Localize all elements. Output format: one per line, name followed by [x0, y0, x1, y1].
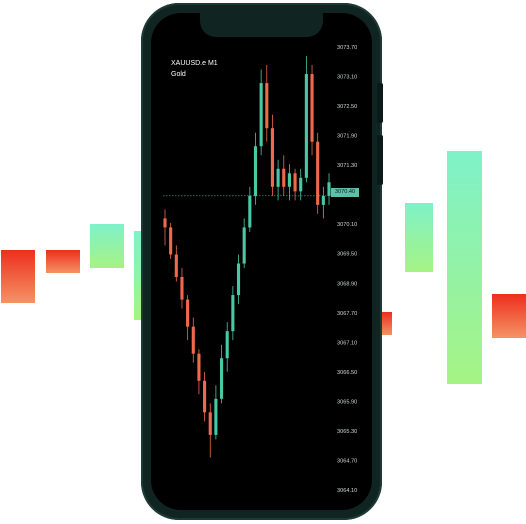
candle [248, 187, 251, 232]
candle [180, 268, 183, 309]
candle-body [169, 227, 172, 254]
candle-body [237, 264, 240, 296]
price-axis-label: 3064.10 [337, 488, 357, 494]
candle-body [294, 173, 297, 191]
price-axis-label: 3068.90 [337, 281, 357, 287]
candle [214, 385, 217, 439]
price-axis-label: 3067.70 [337, 311, 357, 317]
candle-body [271, 128, 274, 187]
price-axis-label: 3065.90 [337, 399, 357, 405]
candle-body [226, 331, 229, 358]
symbol-label: XAUUSD.e M1 [171, 60, 218, 67]
price-axis-label: 3072.50 [337, 104, 357, 110]
candle [322, 187, 325, 219]
candle-body [277, 169, 280, 187]
current-price-tag: 3070.40 [331, 188, 359, 197]
candle [220, 345, 223, 404]
candle [243, 218, 246, 268]
candle [265, 65, 268, 142]
decor-bar-red-2 [46, 250, 80, 273]
candle [282, 155, 285, 196]
candle-body [254, 146, 257, 196]
price-chart[interactable]: 3073.70 3073.10 3072.50 3071.90 3071.30 3070.… [151, 13, 372, 510]
candle [260, 70, 263, 156]
candle-body [282, 169, 285, 187]
candle [288, 164, 291, 200]
candle [186, 295, 189, 340]
phone-side-button-top [377, 83, 383, 123]
candle [237, 254, 240, 304]
phone-side-button-bottom [377, 135, 383, 185]
candle-body [186, 300, 189, 327]
decor-bar-red-3 [382, 312, 392, 335]
candle-body [299, 178, 302, 192]
candle [169, 223, 172, 259]
phone-notch [200, 13, 323, 37]
candle [209, 403, 212, 457]
candle-body [203, 381, 206, 413]
candle [226, 322, 229, 372]
price-axis-label: 3067.10 [337, 340, 357, 346]
candle [197, 349, 200, 394]
price-axis-label: 3073.10 [337, 75, 357, 81]
candle-body [175, 254, 178, 277]
price-axis-label: 3071.30 [337, 163, 357, 169]
candle-body [231, 295, 234, 331]
candle [277, 160, 280, 201]
candle [310, 65, 313, 155]
candle-body [260, 83, 263, 146]
phone-screen: 3073.70 3073.10 3072.50 3071.90 3071.30 3070.… [151, 13, 372, 510]
candle [254, 133, 257, 205]
price-axis-label: 3070.10 [337, 222, 357, 228]
decor-bar-green-4 [447, 151, 482, 384]
decor-bar-red-1 [1, 250, 35, 303]
price-axis-label: 3065.30 [337, 429, 357, 435]
candle-body [209, 412, 212, 435]
price-axis-label: 3073.70 [337, 45, 357, 51]
decor-bar-green-3 [405, 203, 433, 272]
instrument-label: Gold [171, 71, 186, 78]
decor-bar-green-1 [90, 224, 124, 268]
candle-body [192, 327, 195, 354]
price-axis-label: 3066.50 [337, 370, 357, 376]
candle [175, 245, 178, 281]
candle-body [322, 196, 325, 205]
candle-body [265, 83, 268, 128]
candle-body [180, 277, 183, 300]
candle-body [220, 358, 223, 399]
candle-body [305, 74, 308, 178]
candle [271, 115, 274, 196]
candle-body [214, 399, 217, 435]
candle [305, 56, 308, 182]
candle-body [163, 218, 166, 227]
candle [231, 286, 234, 340]
candle [316, 133, 319, 214]
candle [192, 318, 195, 363]
price-axis-label: 3071.90 [337, 134, 357, 140]
candle [203, 372, 206, 422]
candle-body [243, 227, 246, 263]
price-axis-label: 3064.70 [337, 458, 357, 464]
candle-body [310, 74, 313, 142]
candle [163, 209, 166, 245]
decor-bar-red-4 [492, 294, 526, 338]
candle-body [248, 196, 251, 228]
candle-body [288, 173, 291, 187]
candle-body [316, 142, 319, 205]
candle-body [197, 354, 200, 381]
price-axis-label: 3069.50 [337, 252, 357, 258]
